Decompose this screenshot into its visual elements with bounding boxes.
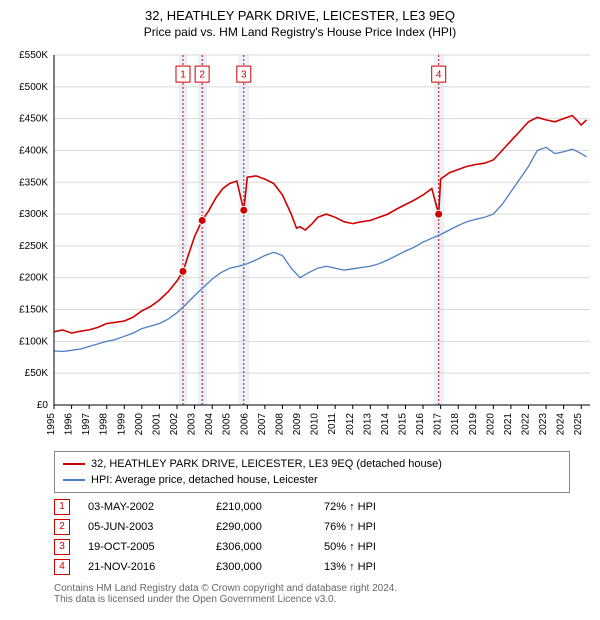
x-tick-label: 1995 — [46, 413, 57, 436]
x-tick-label: 2019 — [468, 413, 479, 436]
y-tick-label: £200K — [19, 273, 48, 284]
sale-point — [198, 216, 206, 224]
x-tick-label: 2016 — [415, 413, 426, 436]
sale-row-marker: 2 — [54, 519, 70, 535]
sale-row-delta: 72% ↑ HPI — [324, 497, 570, 517]
x-tick-label: 2002 — [169, 413, 180, 436]
legend-swatch — [63, 463, 85, 465]
sale-row-delta: 50% ↑ HPI — [324, 537, 570, 557]
sale-row: 2 05-JUN-2003 £290,000 76% ↑ HPI — [54, 517, 570, 537]
x-tick-label: 2020 — [485, 413, 496, 436]
sale-marker-label: 1 — [180, 70, 186, 81]
x-tick-label: 2003 — [187, 413, 198, 436]
y-tick-label: £250K — [19, 241, 48, 252]
sale-row-marker: 1 — [54, 499, 70, 515]
x-tick-label: 2021 — [503, 413, 514, 436]
legend-label: 32, HEATHLEY PARK DRIVE, LEICESTER, LE3 … — [91, 456, 442, 472]
x-tick-label: 2022 — [520, 413, 531, 436]
y-tick-label: £150K — [19, 305, 48, 316]
x-tick-label: 2023 — [538, 413, 549, 436]
x-tick-label: 2007 — [257, 413, 268, 436]
legend-label: HPI: Average price, detached house, Leic… — [91, 472, 318, 488]
x-tick-label: 2012 — [345, 413, 356, 436]
sale-row-price: £300,000 — [216, 557, 306, 577]
x-tick-label: 1996 — [64, 413, 75, 436]
x-tick-label: 2015 — [397, 413, 408, 436]
x-tick-label: 2008 — [274, 413, 285, 436]
chart-svg: £0 £50K £100K £150K £200K £250K £300K £350K £400… — [0, 45, 600, 445]
y-tick-label: £400K — [19, 145, 48, 156]
x-tick-label: 2005 — [222, 413, 233, 436]
y-tick-label: £450K — [19, 114, 48, 125]
sale-row-date: 05-JUN-2003 — [88, 517, 198, 537]
y-tick-label: £500K — [19, 82, 48, 93]
sale-row-marker: 3 — [54, 539, 70, 555]
x-tick-label: 1998 — [99, 413, 110, 436]
x-tick-label: 1997 — [81, 413, 92, 436]
legend-row: 32, HEATHLEY PARK DRIVE, LEICESTER, LE3 … — [63, 456, 561, 472]
sale-row-marker: 4 — [54, 559, 70, 575]
legend: 32, HEATHLEY PARK DRIVE, LEICESTER, LE3 … — [54, 451, 570, 493]
legend-row: HPI: Average price, detached house, Leic… — [63, 472, 561, 488]
x-tick-label: 2001 — [151, 413, 162, 436]
legend-swatch — [63, 479, 85, 481]
x-tick-label: 2014 — [380, 413, 391, 436]
footer-line1: Contains HM Land Registry data © Crown c… — [54, 583, 570, 594]
sale-row-date: 19-OCT-2005 — [88, 537, 198, 557]
x-tick-label: 1999 — [116, 413, 127, 436]
x-tick-label: 2000 — [134, 413, 145, 436]
sales-table: 1 03-MAY-2002 £210,000 72% ↑ HPI 2 05-JUN-200… — [54, 497, 570, 577]
sale-marker-label: 3 — [241, 70, 247, 81]
sale-row-price: £290,000 — [216, 517, 306, 537]
x-tick-label: 2004 — [204, 413, 215, 436]
sale-row-price: £210,000 — [216, 497, 306, 517]
y-tick-label: £0 — [37, 400, 49, 411]
x-tick-label: 2011 — [327, 413, 338, 435]
sale-point — [240, 206, 248, 214]
footer-attribution: Contains HM Land Registry data © Crown c… — [54, 583, 570, 605]
x-tick-label: 2018 — [450, 413, 461, 436]
x-tick-label: 2006 — [239, 413, 250, 436]
chart-container: 32, HEATHLEY PARK DRIVE, LEICESTER, LE3 … — [0, 0, 600, 605]
x-tick-label: 2009 — [292, 413, 303, 436]
series-hpi — [54, 147, 587, 351]
x-tick-label: 2017 — [433, 413, 444, 436]
sale-point — [179, 267, 187, 275]
sale-row: 3 19-OCT-2005 £306,000 50% ↑ HPI — [54, 537, 570, 557]
y-tick-label: £300K — [19, 209, 48, 220]
x-tick-label: 2010 — [310, 413, 321, 436]
sale-row: 1 03-MAY-2002 £210,000 72% ↑ HPI — [54, 497, 570, 517]
x-tick-label: 2024 — [556, 413, 567, 436]
x-tick-label: 2025 — [573, 413, 584, 436]
sale-marker-label: 2 — [199, 70, 205, 81]
chart-plot: £0 £50K £100K £150K £200K £250K £300K £350K £400… — [0, 45, 600, 445]
footer-line2: This data is licensed under the Open Gov… — [54, 594, 570, 605]
chart-subtitle: Price paid vs. HM Land Registry's House … — [0, 23, 600, 45]
x-tick-label: 2013 — [362, 413, 373, 436]
sale-point — [435, 210, 443, 218]
sale-row-date: 03-MAY-2002 — [88, 497, 198, 517]
y-tick-label: £350K — [19, 177, 48, 188]
sale-row-delta: 13% ↑ HPI — [324, 557, 570, 577]
sale-row-delta: 76% ↑ HPI — [324, 517, 570, 537]
series-property — [54, 116, 587, 334]
y-tick-label: £50K — [25, 368, 49, 379]
sale-row: 4 21-NOV-2016 £300,000 13% ↑ HPI — [54, 557, 570, 577]
y-tick-label: £550K — [19, 50, 48, 61]
sale-row-price: £306,000 — [216, 537, 306, 557]
y-tick-label: £100K — [19, 336, 48, 347]
chart-title: 32, HEATHLEY PARK DRIVE, LEICESTER, LE3 … — [0, 0, 600, 23]
sale-row-date: 21-NOV-2016 — [88, 557, 198, 577]
sale-marker-label: 4 — [436, 70, 442, 81]
